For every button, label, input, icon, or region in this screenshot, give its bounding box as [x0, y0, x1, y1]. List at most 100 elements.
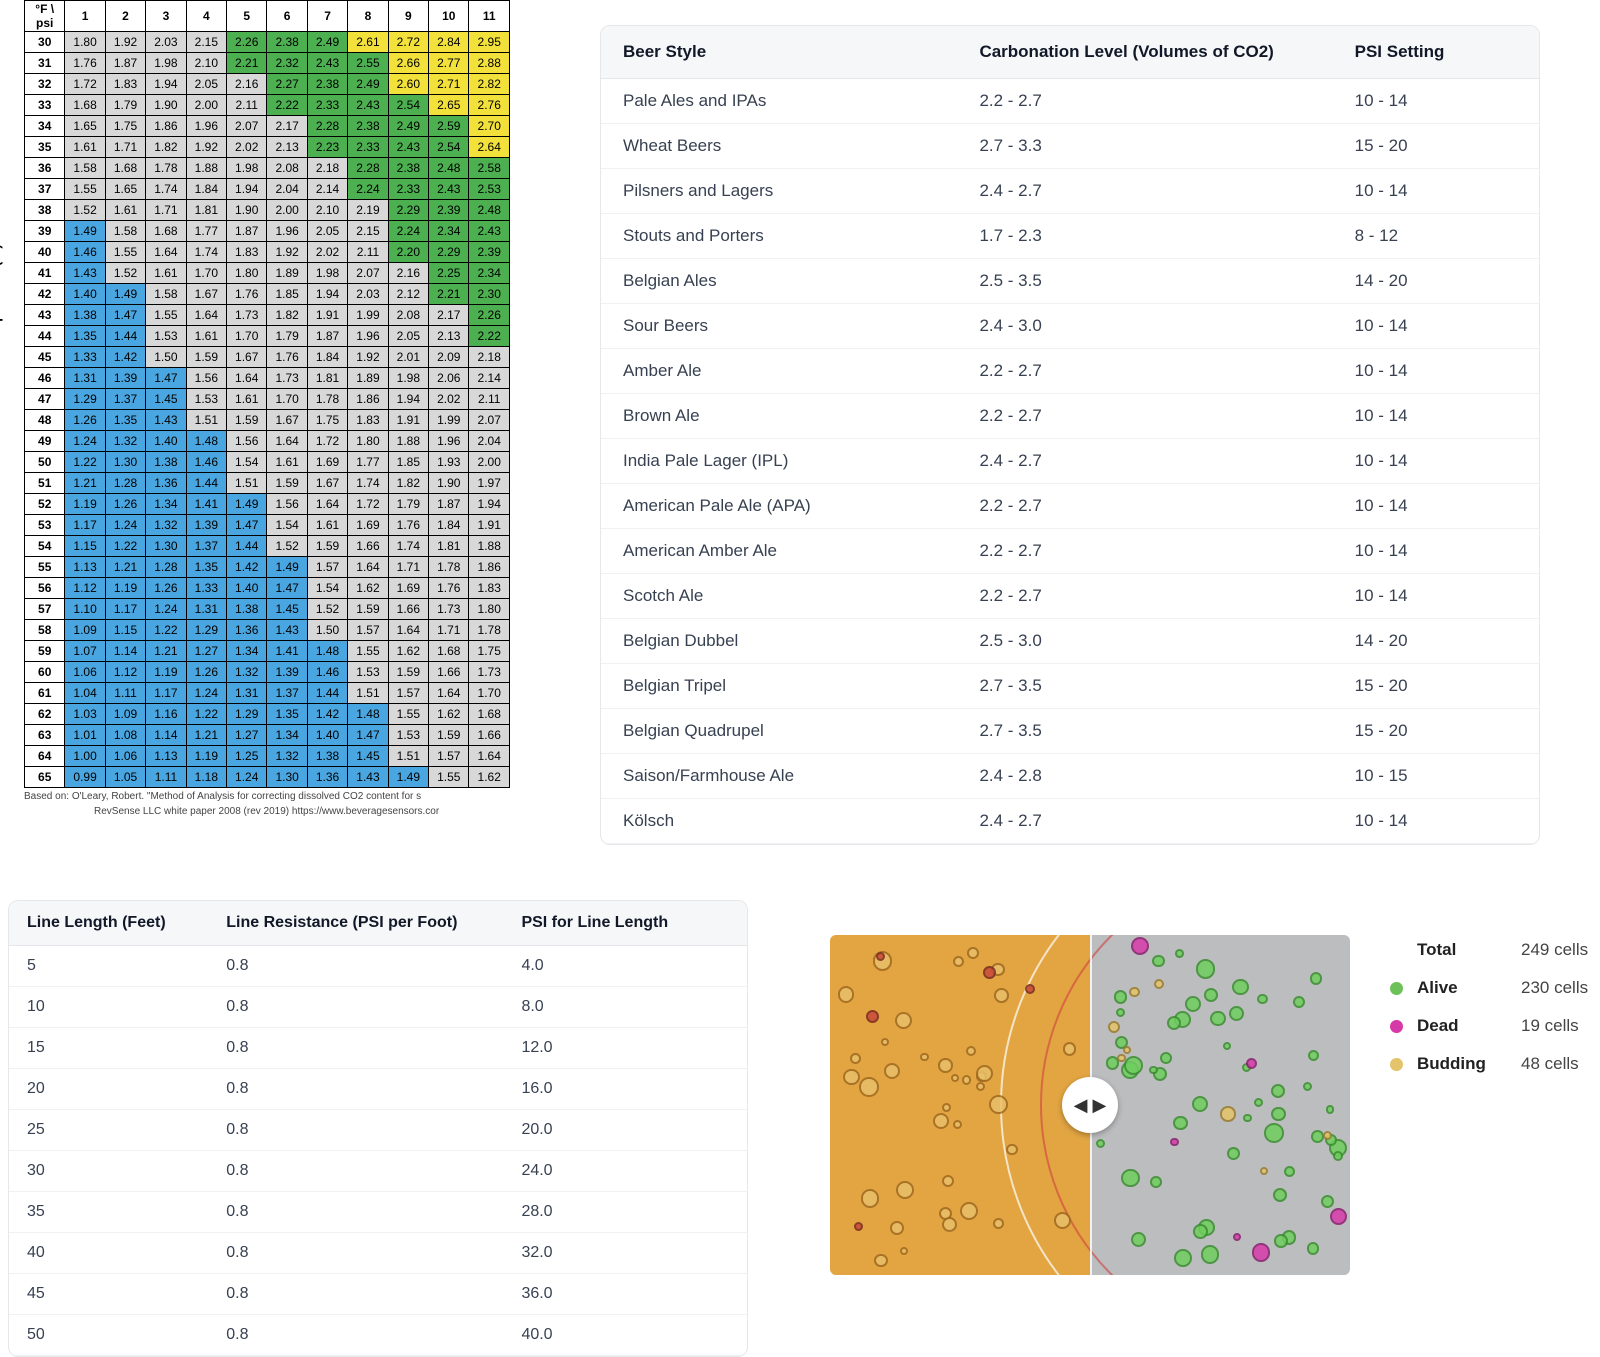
carb-cell: 2.49: [388, 116, 428, 137]
cell-image-compare[interactable]: ◀ ▶: [830, 935, 1350, 1275]
carb-cell: 2.29: [388, 200, 428, 221]
carb-cell: 1.26: [105, 494, 145, 515]
carb-cell: 1.94: [307, 284, 347, 305]
cell: 2.7 - 3.5: [957, 664, 1332, 709]
carb-cell: 1.45: [267, 599, 307, 620]
carb-cell: 1.64: [388, 620, 428, 641]
carb-cell: 2.48: [429, 158, 469, 179]
carb-cell: 1.52: [267, 536, 307, 557]
table-row: Amber Ale2.2 - 2.710 - 14: [601, 349, 1539, 394]
carb-cell: 1.06: [65, 662, 105, 683]
carb-cell: 1.51: [186, 410, 226, 431]
legend-row-total: Total249 cells: [1390, 940, 1588, 960]
carb-cell: 1.55: [105, 242, 145, 263]
temp-row-49: 49: [25, 431, 65, 452]
carb-cell: 1.28: [146, 557, 186, 578]
carb-cell: 2.58: [469, 158, 510, 179]
carb-cell: 1.66: [469, 725, 510, 746]
carb-cell: 2.21: [227, 53, 267, 74]
carb-cell: 1.83: [227, 242, 267, 263]
carb-cell: 1.80: [348, 431, 388, 452]
carb-cell: 1.40: [307, 725, 347, 746]
carb-cell: 1.28: [105, 473, 145, 494]
raw-cell: [1006, 1144, 1017, 1155]
budding-cell: [1129, 987, 1140, 998]
carb-cell: 1.59: [186, 347, 226, 368]
carb-cell: 1.49: [227, 494, 267, 515]
carb-cell: 1.24: [65, 431, 105, 452]
cell: 20: [9, 1069, 208, 1110]
carb-cell: 1.57: [348, 620, 388, 641]
carb-cell: 1.27: [186, 641, 226, 662]
carb-cell: 1.41: [186, 494, 226, 515]
y-axis-label: Beer Temperature (°F): [0, 244, 3, 380]
raw-cell: [895, 1012, 912, 1029]
carb-cell: 1.12: [105, 662, 145, 683]
carb-cell: 2.53: [469, 179, 510, 200]
table-row: Brown Ale2.2 - 2.710 - 14: [601, 394, 1539, 439]
table-row: 350.828.0: [9, 1192, 747, 1233]
carb-cell: 2.49: [348, 74, 388, 95]
citation-line-1: Based on: O'Leary, Robert. "Method of An…: [24, 791, 510, 803]
carb-cell: 1.61: [267, 452, 307, 473]
carb-cell: 1.31: [227, 683, 267, 704]
cell: 1.7 - 2.3: [957, 214, 1332, 259]
carb-cell: 1.91: [469, 515, 510, 536]
alive-cell: [1227, 1147, 1240, 1160]
carb-cell: 1.32: [105, 431, 145, 452]
carb-cell: 1.57: [307, 557, 347, 578]
carb-cell: 1.84: [307, 347, 347, 368]
carb-cell: 1.13: [65, 557, 105, 578]
temp-row-52: 52: [25, 494, 65, 515]
carb-cell: 2.71: [429, 74, 469, 95]
raw-cell: [890, 1221, 904, 1235]
psi-col-5: 5: [227, 1, 267, 32]
cell: 4.0: [503, 946, 747, 987]
carb-cell: 2.84: [429, 32, 469, 53]
carb-cell: 1.19: [105, 578, 145, 599]
col-carb-level: Carbonation Level (Volumes of CO2): [957, 26, 1332, 79]
carb-cell: 1.73: [227, 305, 267, 326]
table-row: 150.812.0: [9, 1028, 747, 1069]
carb-cell: 1.94: [388, 389, 428, 410]
carb-cell: 1.88: [186, 158, 226, 179]
legend-label: Alive: [1417, 978, 1507, 998]
carb-cell: 1.51: [348, 683, 388, 704]
carb-cell: 1.96: [267, 221, 307, 242]
carb-cell: 1.19: [146, 662, 186, 683]
carb-cell: 1.91: [388, 410, 428, 431]
carb-cell: 1.59: [267, 473, 307, 494]
cell: Scotch Ale: [601, 574, 957, 619]
alive-cell: [1243, 1114, 1252, 1123]
carb-cell: 2.39: [469, 242, 510, 263]
carb-cell: 2.26: [227, 32, 267, 53]
carb-cell: 1.42: [307, 704, 347, 725]
carb-cell: 1.70: [267, 389, 307, 410]
carb-cell: 1.76: [227, 284, 267, 305]
carb-cell: 2.43: [388, 137, 428, 158]
carb-cell: 1.82: [146, 137, 186, 158]
carb-cell: 2.05: [186, 74, 226, 95]
alive-cell: [1333, 1151, 1343, 1161]
carb-cell: 2.11: [348, 242, 388, 263]
budding-cell: [1260, 1167, 1268, 1175]
carb-cell: 2.03: [348, 284, 388, 305]
cell: 10 - 14: [1333, 439, 1539, 484]
carb-cell: 1.62: [388, 641, 428, 662]
carb-cell: 1.31: [186, 599, 226, 620]
legend-label: Budding: [1417, 1054, 1507, 1074]
carb-cell: 1.96: [429, 431, 469, 452]
carb-cell: 2.26: [469, 305, 510, 326]
compare-handle[interactable]: ◀ ▶: [1062, 1077, 1118, 1133]
carb-cell: 1.73: [429, 599, 469, 620]
raw-cell: [859, 1077, 878, 1096]
cell: 2.2 - 2.7: [957, 79, 1332, 124]
carb-cell: 2.00: [186, 95, 226, 116]
carb-cell: 1.21: [186, 725, 226, 746]
carb-cell: 1.74: [388, 536, 428, 557]
carb-cell: 1.56: [227, 431, 267, 452]
cell: 0.8: [208, 1069, 503, 1110]
temp-row-59: 59: [25, 641, 65, 662]
carb-cell: 2.13: [267, 137, 307, 158]
carb-cell: 1.51: [227, 473, 267, 494]
